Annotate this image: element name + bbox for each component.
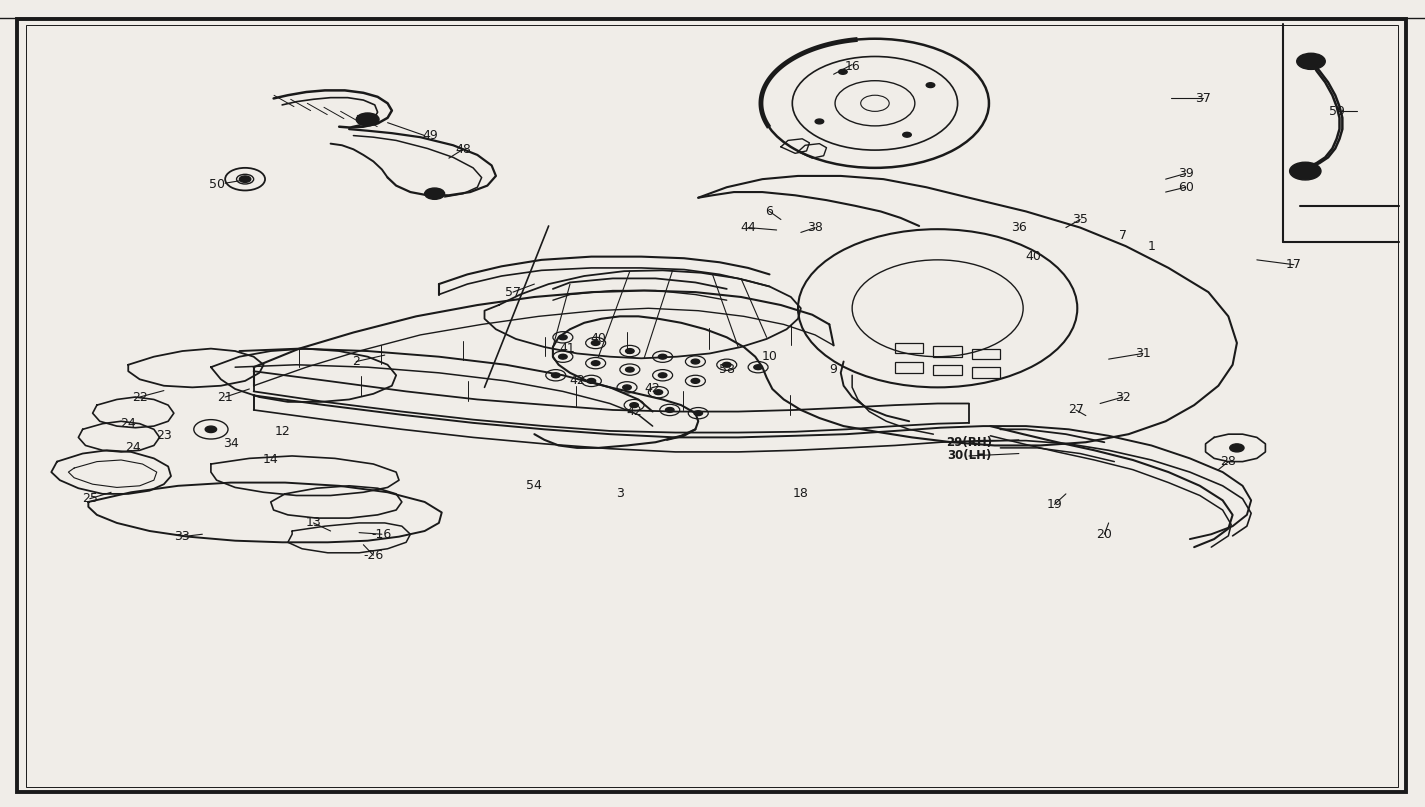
Circle shape — [626, 349, 634, 353]
Text: 24: 24 — [120, 417, 137, 430]
Text: 29(RH): 29(RH) — [946, 436, 992, 449]
Circle shape — [1230, 444, 1244, 452]
Text: 31: 31 — [1134, 347, 1151, 360]
Text: 14: 14 — [262, 454, 279, 466]
Text: 23: 23 — [155, 429, 172, 442]
Bar — [895, 362, 923, 373]
Text: 13: 13 — [305, 516, 322, 529]
Text: 21: 21 — [217, 391, 234, 404]
Circle shape — [630, 403, 638, 408]
Circle shape — [658, 373, 667, 378]
Bar — [933, 346, 962, 357]
Circle shape — [559, 335, 567, 340]
Text: 57: 57 — [504, 286, 522, 299]
Circle shape — [591, 361, 600, 366]
Text: 2: 2 — [352, 355, 361, 368]
Text: 49: 49 — [422, 129, 439, 142]
Text: 44: 44 — [740, 221, 757, 234]
Text: 27: 27 — [1067, 404, 1084, 416]
Circle shape — [815, 119, 824, 123]
Circle shape — [591, 341, 600, 345]
Circle shape — [654, 390, 663, 395]
Text: 36: 36 — [1010, 221, 1027, 234]
Text: 25: 25 — [81, 492, 98, 505]
Text: 40: 40 — [1025, 250, 1042, 263]
Text: 9: 9 — [829, 363, 838, 376]
Circle shape — [239, 176, 251, 182]
Text: 58: 58 — [718, 363, 735, 376]
Text: 34: 34 — [222, 437, 239, 450]
Text: 59: 59 — [1328, 105, 1345, 118]
Text: 42: 42 — [569, 374, 586, 387]
Circle shape — [694, 411, 703, 416]
Text: 48: 48 — [455, 143, 472, 156]
Circle shape — [838, 69, 846, 74]
Text: 33: 33 — [174, 530, 191, 543]
Circle shape — [551, 373, 560, 378]
Text: 6: 6 — [765, 205, 774, 218]
Text: 60: 60 — [1177, 181, 1194, 194]
Text: 18: 18 — [792, 487, 809, 500]
Circle shape — [1290, 162, 1321, 180]
Text: 19: 19 — [1046, 498, 1063, 511]
Bar — [895, 343, 923, 353]
Circle shape — [356, 113, 379, 126]
Circle shape — [722, 362, 731, 367]
Text: 22: 22 — [131, 391, 148, 404]
Text: 32: 32 — [1114, 391, 1131, 404]
Text: 16: 16 — [844, 60, 861, 73]
Circle shape — [691, 359, 700, 364]
Text: 50: 50 — [208, 178, 225, 191]
Text: 41: 41 — [559, 342, 576, 355]
Text: 28: 28 — [1220, 455, 1237, 468]
Circle shape — [205, 426, 217, 433]
Text: 1: 1 — [1147, 240, 1156, 253]
Text: 35: 35 — [1072, 213, 1089, 226]
Circle shape — [691, 378, 700, 383]
Text: 54: 54 — [526, 479, 543, 492]
Circle shape — [1297, 53, 1325, 69]
Circle shape — [626, 367, 634, 372]
Circle shape — [587, 378, 596, 383]
Text: 12: 12 — [274, 425, 291, 438]
Text: 40: 40 — [590, 332, 607, 345]
Text: 3: 3 — [616, 487, 624, 500]
Circle shape — [425, 188, 445, 199]
Text: 24: 24 — [124, 441, 141, 454]
Circle shape — [658, 354, 667, 359]
Circle shape — [623, 385, 631, 390]
Circle shape — [559, 354, 567, 359]
Text: 42: 42 — [644, 383, 661, 395]
Text: 42: 42 — [626, 405, 643, 418]
Circle shape — [926, 82, 935, 88]
Text: 7: 7 — [1119, 229, 1127, 242]
Text: 20: 20 — [1096, 528, 1113, 541]
Circle shape — [665, 408, 674, 412]
Circle shape — [903, 132, 911, 137]
Text: -16: -16 — [372, 528, 392, 541]
Circle shape — [754, 365, 762, 370]
Text: 10: 10 — [761, 350, 778, 363]
Bar — [972, 349, 1000, 359]
Bar — [933, 365, 962, 375]
Bar — [972, 367, 1000, 378]
Text: 37: 37 — [1194, 92, 1211, 105]
Text: -26: -26 — [363, 549, 383, 562]
Text: 38: 38 — [807, 221, 824, 234]
Text: 30(LH): 30(LH) — [946, 449, 992, 462]
Text: 39: 39 — [1177, 167, 1194, 180]
Text: 17: 17 — [1285, 258, 1302, 271]
